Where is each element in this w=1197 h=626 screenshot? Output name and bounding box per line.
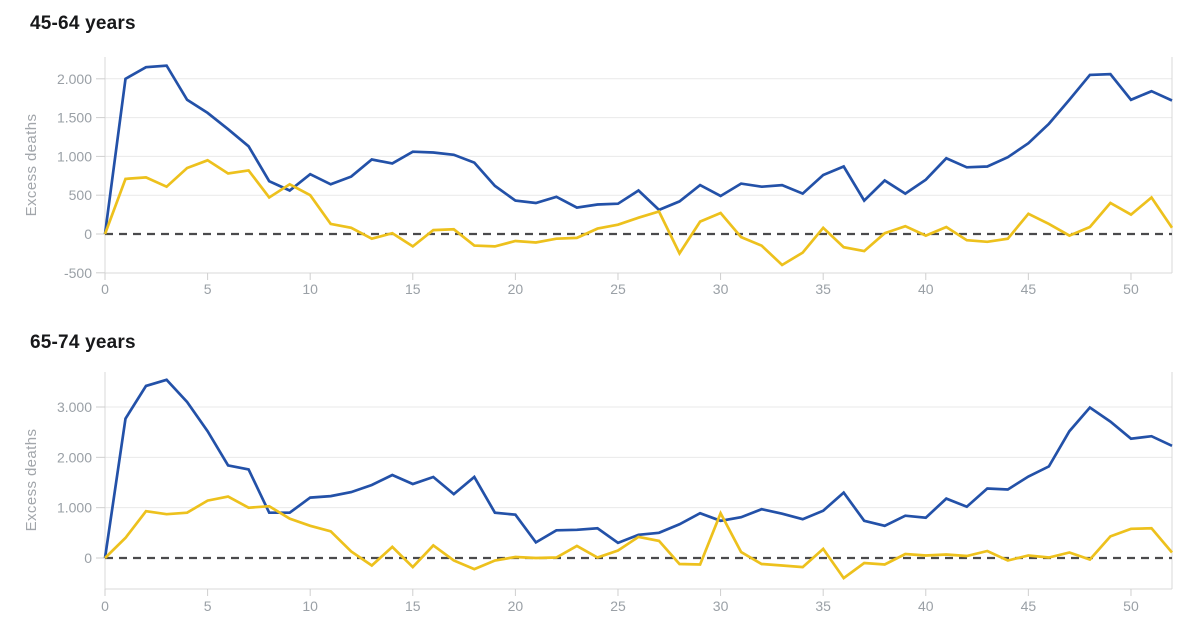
y-tick-label: 2.000 <box>57 449 92 465</box>
x-tick-label: 50 <box>1123 598 1139 614</box>
line-chart-65-74-canvas: 3.000 2.000 1.000 0 0 5 10 15 20 25 30 35 40 45 50 Exce… <box>23 372 1174 614</box>
y-tick-label: 500 <box>69 187 93 203</box>
x-tick-label: 15 <box>405 598 421 614</box>
y-tick-label: 2.000 <box>57 71 92 87</box>
y-tick-label: 1.000 <box>57 148 92 164</box>
chart-65-74-years: 3.000 2.000 1.000 0 0 5 10 15 20 25 30 35 40 45 50 Exce… <box>0 313 1197 626</box>
x-tick-label: 45 <box>1021 281 1037 297</box>
series-line-blue <box>103 64 1173 235</box>
x-tick-label: 35 <box>815 598 831 614</box>
x-tick-label: 10 <box>302 598 318 614</box>
x-tick-label: 5 <box>204 598 212 614</box>
x-tick-label: 20 <box>508 281 524 297</box>
line-chart-45-64-canvas: 2.000 1.500 1.000 500 0 -500 0 5 10 15 20 25 30 35 40 4… <box>23 57 1174 297</box>
series-line-blue <box>103 378 1173 559</box>
x-tick-label: 0 <box>101 598 109 614</box>
chart-title: 65-74 years <box>30 332 136 353</box>
y-tick-label: 1.000 <box>57 500 92 516</box>
x-tick-label: 25 <box>610 281 626 297</box>
x-tick-label: 35 <box>815 281 831 297</box>
x-tick-label: 30 <box>713 281 729 297</box>
x-tick-label: 40 <box>918 281 934 297</box>
y-axis-title: Excess deaths <box>23 114 40 217</box>
y-tick-label: 0 <box>84 550 92 566</box>
y-tick-label: -500 <box>64 265 92 281</box>
x-tick-label: 5 <box>204 281 212 297</box>
chart-title: 45-64 years <box>30 13 136 34</box>
x-tick-label: 30 <box>713 598 729 614</box>
x-tick-label: 40 <box>918 598 934 614</box>
y-tick-label: 1.500 <box>57 110 92 126</box>
x-tick-label: 15 <box>405 281 421 297</box>
x-tick-label: 50 <box>1123 281 1139 297</box>
chart-45-64-years: 2.000 1.500 1.000 500 0 -500 0 5 10 15 20 25 30 35 40 4… <box>23 13 1174 297</box>
x-tick-label: 20 <box>508 598 524 614</box>
y-axis-title: Excess deaths <box>23 429 40 532</box>
y-tick-label: 3.000 <box>57 399 92 415</box>
y-tick-label: 0 <box>84 226 92 242</box>
series-line-yellow <box>103 158 1174 267</box>
x-tick-label: 10 <box>302 281 318 297</box>
x-tick-label: 45 <box>1021 598 1037 614</box>
x-tick-label: 0 <box>101 281 109 297</box>
x-tick-label: 25 <box>610 598 626 614</box>
series-line-yellow <box>104 495 1174 581</box>
